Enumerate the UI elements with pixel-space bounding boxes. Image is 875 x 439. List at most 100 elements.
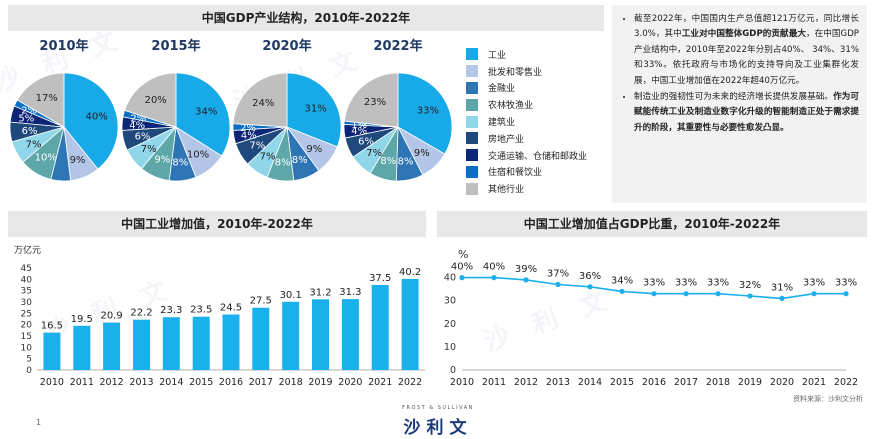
line-value-label: 36% [579, 271, 601, 282]
bar [192, 316, 210, 370]
legend-label: 批发和零售业 [488, 67, 543, 78]
line-value-label: 37% [547, 269, 569, 280]
line-value-label: 33% [707, 278, 729, 289]
bar [103, 322, 121, 370]
footer-cn: 沙利文 [403, 418, 473, 438]
pie-slice-label: 24% [252, 98, 274, 109]
pie-slice-label: 20% [145, 95, 167, 106]
bar [252, 307, 270, 370]
pie-slice-label: 7% [141, 144, 157, 155]
pie-slice-label: 7% [366, 148, 382, 159]
line-value-label: 31% [771, 282, 793, 293]
legend-label: 建筑业 [488, 118, 516, 129]
pie-slice-label: 23% [364, 97, 386, 108]
pie-slice-label: 4% [129, 121, 145, 132]
pie-slice [343, 72, 399, 128]
pie-year-label: 2015年 [151, 38, 200, 54]
line-x-tick: 2018 [706, 377, 730, 388]
bar-y-tick: 30 [21, 298, 33, 308]
line-value-label: 40% [483, 262, 505, 273]
line-value-label: 33% [643, 278, 665, 289]
note-1: 截至2022年，中国国内生产总值超121万亿元，同比增长3.0%，其中工业对中国… [634, 12, 859, 89]
pie-slice-label: 6% [358, 136, 374, 147]
pie-slice-label: 6% [135, 132, 151, 143]
page-number: 1 [36, 418, 42, 427]
pie-legend: 工业 批发和零售业 金融业 农林牧渔业 建筑业 房地产业 交通运输、仓储和邮政业 住宿和餐饮业… [466, 46, 606, 197]
pie-slice-label: 8% [292, 155, 308, 166]
legend-item: 金融业 [466, 80, 606, 97]
pie-slice-label: 8% [380, 156, 396, 167]
source-note: 资料来源：沙利文分析 [793, 395, 863, 403]
legend-swatch [466, 115, 478, 128]
line-point [683, 291, 689, 297]
pie-slice [397, 72, 453, 155]
pie-slice [16, 72, 65, 128]
bar [73, 325, 91, 370]
line-x-tick: 2016 [642, 377, 666, 388]
line-y-tick: 30 [444, 296, 456, 307]
bar-y-tick: 40 [21, 275, 33, 285]
bar-x-tick: 2010 [40, 377, 64, 388]
bar [401, 278, 419, 370]
legend-swatch [466, 165, 478, 178]
line-x-tick: 2012 [514, 377, 538, 388]
pie-slice [286, 72, 342, 148]
bar-x-tick: 2018 [279, 377, 303, 388]
line-point [811, 291, 817, 297]
bar-y-tick: 25 [21, 309, 32, 319]
pie-slice-label: 34% [195, 106, 217, 117]
line-y-tick: 10 [444, 342, 456, 353]
line-x-tick: 2017 [674, 377, 698, 388]
line-title: 中国工业增加值占GDP比重，2010年-2022年 [437, 211, 867, 237]
bar [222, 314, 240, 370]
line-point [491, 275, 497, 281]
line-point [843, 291, 849, 297]
line-point [587, 284, 593, 290]
pie-charts: 2010年40%9%10%7%6%5%2%17%2015年34%10%8%9%7… [9, 38, 453, 182]
pie-slice-label: 5% [18, 114, 34, 125]
bar-value-label: 31.2 [309, 287, 331, 298]
legend-swatch [466, 98, 478, 111]
pie-slice-label: 8% [398, 157, 414, 168]
line-x-tick: 2011 [482, 377, 506, 388]
footer-logo: FROST & SULLIVAN 沙利文 [388, 405, 488, 438]
bar-x-tick: 2019 [308, 377, 332, 388]
bar-y-tick: 10 [21, 343, 33, 353]
pie-slice-label: 7% [26, 139, 42, 150]
pie-year-label: 2010年 [39, 38, 88, 54]
bar-y-unit: 万亿元 [14, 244, 41, 256]
pie-slice-label: 6% [22, 126, 38, 137]
bar-value-label: 37.5 [369, 273, 391, 284]
bar-value-label: 27.5 [250, 296, 272, 307]
bar-x-tick: 2016 [219, 377, 243, 388]
bar [371, 285, 389, 370]
bar [133, 319, 150, 370]
pie-slice-label: 9% [70, 155, 86, 166]
legend-swatch [466, 132, 478, 145]
line-value-label: 32% [739, 280, 761, 291]
bar-y-tick: 20 [21, 321, 33, 331]
note-1-b: 工业对中国整体GDP的贡献最大 [681, 29, 806, 40]
pie-slice-label: 8% [172, 157, 188, 168]
bar [282, 301, 300, 370]
bar-value-label: 24.5 [220, 303, 242, 314]
pie-year-label: 2022年 [373, 38, 422, 54]
line-value-label: 33% [835, 278, 857, 289]
bar-x-tick: 2015 [189, 377, 213, 388]
line-point [523, 277, 529, 283]
bar-x-tick: 2014 [159, 377, 183, 388]
legend-item: 批发和零售业 [466, 63, 606, 80]
pie-slice-label: 9% [414, 148, 430, 159]
bar-title: 中国工业增加值，2010年-2022年 [8, 211, 426, 237]
line-x-tick: 2014 [578, 377, 602, 388]
pie-slice [63, 72, 119, 170]
line-y-tick: 20 [444, 319, 456, 330]
pie-slice-label: 17% [36, 93, 58, 104]
legend-label: 农林牧渔业 [488, 101, 534, 112]
legend-label: 金融业 [488, 84, 516, 95]
bar-x-tick: 2021 [368, 377, 392, 388]
pie-slice-label: 10% [35, 152, 57, 163]
legend-item: 房地产业 [466, 130, 606, 147]
line-y-unit: % [458, 248, 468, 261]
bar [43, 332, 61, 370]
